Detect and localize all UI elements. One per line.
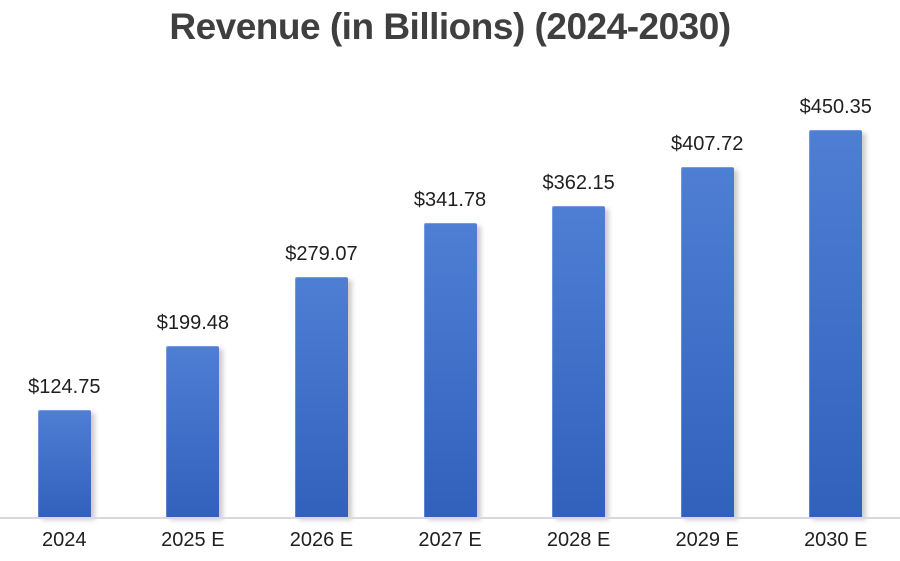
bar-column: $199.48 <box>129 312 258 517</box>
x-axis-label: 2024 <box>42 528 87 551</box>
bar-column: $279.07 <box>257 243 386 517</box>
bar-column: $450.35 <box>771 96 900 517</box>
bar-value-label: $341.78 <box>413 189 487 211</box>
x-axis-label: 2029 E <box>675 528 739 551</box>
x-axis-label: 2030 E <box>804 528 868 551</box>
chart-title: Revenue (in Billions) (2024-2030) <box>169 6 731 47</box>
bar-value-label: $124.75 <box>28 376 101 398</box>
bar <box>166 346 220 517</box>
bar <box>680 167 734 517</box>
bar-value-label: $407.72 <box>671 133 744 155</box>
bar <box>423 223 477 517</box>
x-axis-labels: 2024 2025 E 2026 E 2027 E 2028 E 2029 E … <box>0 519 900 561</box>
bar <box>37 410 91 517</box>
bar-value-label: $199.48 <box>156 312 230 334</box>
x-axis-label: 2027 E <box>418 528 482 551</box>
bar-column: $124.75 <box>0 376 129 517</box>
bar <box>809 130 863 517</box>
x-axis-label: 2028 E <box>546 528 611 551</box>
bar-value-label: $279.07 <box>285 243 358 265</box>
bar-column: $362.15 <box>514 172 643 517</box>
bar-column: $407.72 <box>643 133 772 517</box>
bar-value-label: $450.35 <box>799 96 872 118</box>
x-axis-label: 2026 E <box>289 528 354 551</box>
bar-column: $341.78 <box>386 189 515 517</box>
plot-area: $124.75 $199.48 $279.07 $341.78 $362.15 … <box>0 70 900 517</box>
bar <box>552 206 606 517</box>
x-axis-label: 2025 E <box>161 528 225 551</box>
bar-value-label: $362.15 <box>542 172 615 194</box>
x-axis-line <box>0 517 900 519</box>
bar <box>294 277 348 517</box>
